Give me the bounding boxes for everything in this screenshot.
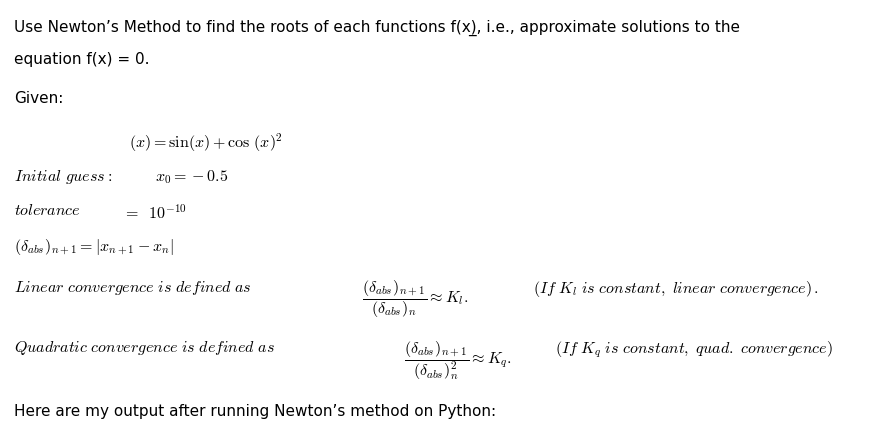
Text: Here are my output after running Newton’s method on Python:: Here are my output after running Newton’… xyxy=(14,404,496,419)
Text: Given:: Given: xyxy=(14,91,64,106)
Text: $\mathit{(If\ K_q\ is\ constant,\ quad.\ convergence)}$: $\mathit{(If\ K_q\ is\ constant,\ quad.\… xyxy=(555,339,833,360)
Text: $(\delta_{abs})_{n+1} = |x_{n+1} - x_n|$: $(\delta_{abs})_{n+1} = |x_{n+1} - x_n|$ xyxy=(14,238,174,257)
Text: Use Newton’s Method to find the roots of each functions f(x)̲, i.e., approximate: Use Newton’s Method to find the roots of… xyxy=(14,19,741,36)
Text: $x_0 = -0.5$: $x_0 = -0.5$ xyxy=(155,168,229,186)
Text: $\mathit{Initial\ guess{:}}$: $\mathit{Initial\ guess{:}}$ xyxy=(14,168,113,187)
Text: equation f(x) = 0.: equation f(x) = 0. xyxy=(14,52,150,67)
Text: $\mathit{(If\ K_l\ is\ constant,\ linear\ convergence)}\,.$: $\mathit{(If\ K_l\ is\ constant,\ linear… xyxy=(533,279,819,299)
Text: $(x) = \sin(x) + \cos\,(x)^2$: $(x) = \sin(x) + \cos\,(x)^2$ xyxy=(129,132,282,154)
Text: $\mathit{Linear\ convergence\ is\ defined\ as}$: $\mathit{Linear\ convergence\ is\ define… xyxy=(14,279,252,297)
Text: $\mathit{tolerance}$: $\mathit{tolerance}$ xyxy=(14,203,81,218)
Text: $\dfrac{(\delta_{abs})_{n+1}}{(\delta_{abs})^2_n} \approx K_q.$: $\dfrac{(\delta_{abs})_{n+1}}{(\delta_{a… xyxy=(404,339,511,382)
Text: $\dfrac{(\delta_{abs})_{n+1}}{(\delta_{abs})_n} \approx K_l.$: $\dfrac{(\delta_{abs})_{n+1}}{(\delta_{a… xyxy=(362,279,469,320)
Text: $= \;\; 10^{-10}$: $= \;\; 10^{-10}$ xyxy=(123,203,186,222)
Text: $\mathit{Quadratic\ convergence\ is\ defined\ as}$: $\mathit{Quadratic\ convergence\ is\ def… xyxy=(14,339,275,357)
